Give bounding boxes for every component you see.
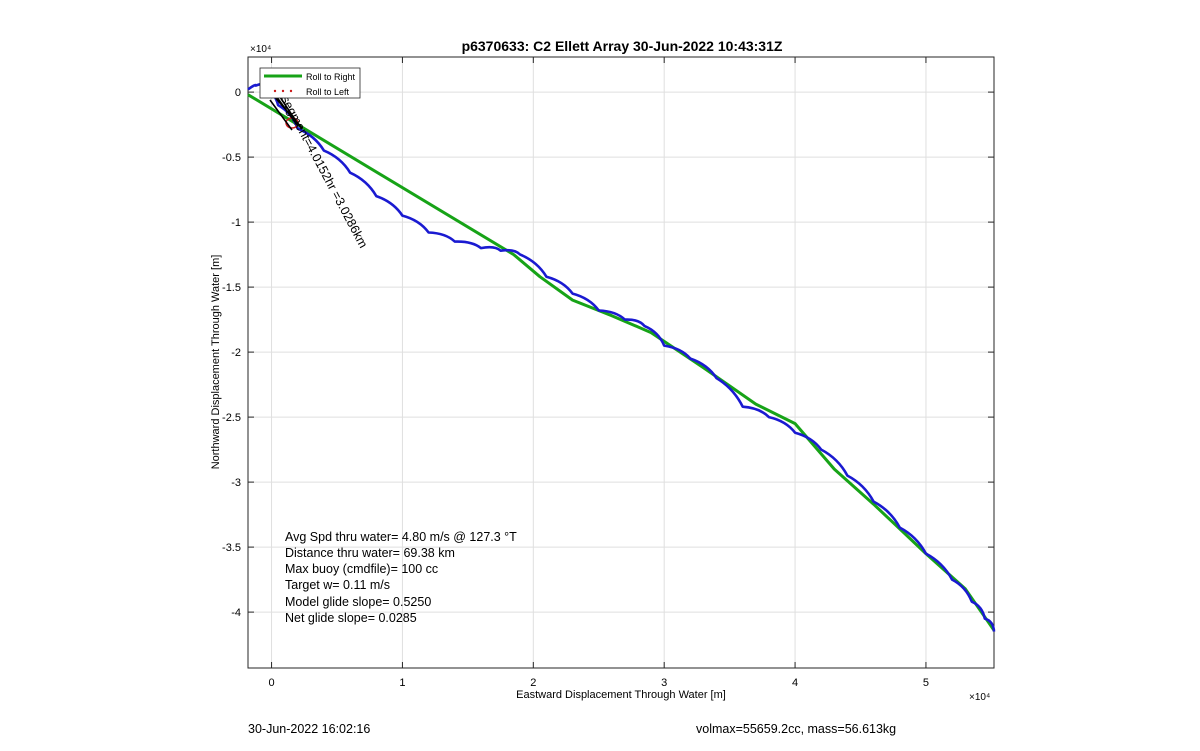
legend-dot-roll-left xyxy=(289,89,293,93)
x-tick-label: 2 xyxy=(530,677,536,689)
axis-ticks: 0 1 2 3 4 5 0 -0.5 -1 -1.5 -2 -2.5 -3 -3.5 -4 xyxy=(222,57,994,689)
segment-annotation: segment=4.0152hr =3.0286km xyxy=(278,93,370,250)
start-marker-tracks xyxy=(269,93,303,131)
start-cluster xyxy=(269,93,303,131)
stats-line: Distance thru water= 69.38 km xyxy=(285,546,455,560)
y-axis-label: Northward Displacement Through Water [m] xyxy=(210,255,222,470)
stats-line: Target w= 0.11 m/s xyxy=(285,578,390,592)
y-tick-label: -0.5 xyxy=(222,152,241,164)
legend-dot-roll-left xyxy=(273,89,277,93)
stats-line: Max buoy (cmdfile)= 100 cc xyxy=(285,562,438,576)
legend-label-roll-right: Roll to Right xyxy=(306,72,356,82)
footer-date: 30-Jun-2022 16:02:16 xyxy=(248,722,371,736)
footer-volmass: volmax=55659.2cc, mass=56.613kg xyxy=(696,722,897,736)
stats-text-box: Avg Spd thru water= 4.80 m/s @ 127.3 °T … xyxy=(285,530,517,625)
legend: Roll to Right Roll to Left xyxy=(259,67,361,99)
series-line-roll-right xyxy=(247,93,996,632)
stats-line: Net glide slope= 0.0285 xyxy=(285,611,417,625)
stats-line: Avg Spd thru water= 4.80 m/s @ 127.3 °T xyxy=(285,530,517,544)
x-tick-label: 4 xyxy=(792,677,798,689)
y-tick-label: -1.5 xyxy=(222,282,241,294)
series-line-track xyxy=(247,82,996,632)
legend-label-roll-left: Roll to Left xyxy=(306,87,350,97)
x-axis-label: Eastward Displacement Through Water [m] xyxy=(516,689,726,701)
y-tick-label: -4 xyxy=(231,607,241,619)
legend-dot-roll-left xyxy=(281,89,285,93)
chart-title: p6370633: C2 Ellett Array 30-Jun-2022 10… xyxy=(462,38,783,54)
y-tick-label: -2.5 xyxy=(222,412,241,424)
y-tick-label: -3.5 xyxy=(222,542,241,554)
grid xyxy=(248,57,994,668)
y-tick-label: 0 xyxy=(235,87,241,99)
x-exponent-label: ×10⁴ xyxy=(969,692,990,703)
x-tick-label: 1 xyxy=(399,677,405,689)
x-tick-label: 5 xyxy=(923,677,929,689)
stats-line: Model glide slope= 0.5250 xyxy=(285,595,431,609)
y-tick-label: -3 xyxy=(231,477,241,489)
x-tick-label: 0 xyxy=(268,677,274,689)
series-lines xyxy=(247,82,996,632)
legend-box xyxy=(259,67,361,99)
x-tick-label: 3 xyxy=(661,677,667,689)
y-tick-label: -2 xyxy=(231,347,241,359)
y-tick-label: -1 xyxy=(231,217,241,229)
plot-area-border xyxy=(247,56,995,669)
y-exponent-label: ×10⁴ xyxy=(250,44,271,55)
